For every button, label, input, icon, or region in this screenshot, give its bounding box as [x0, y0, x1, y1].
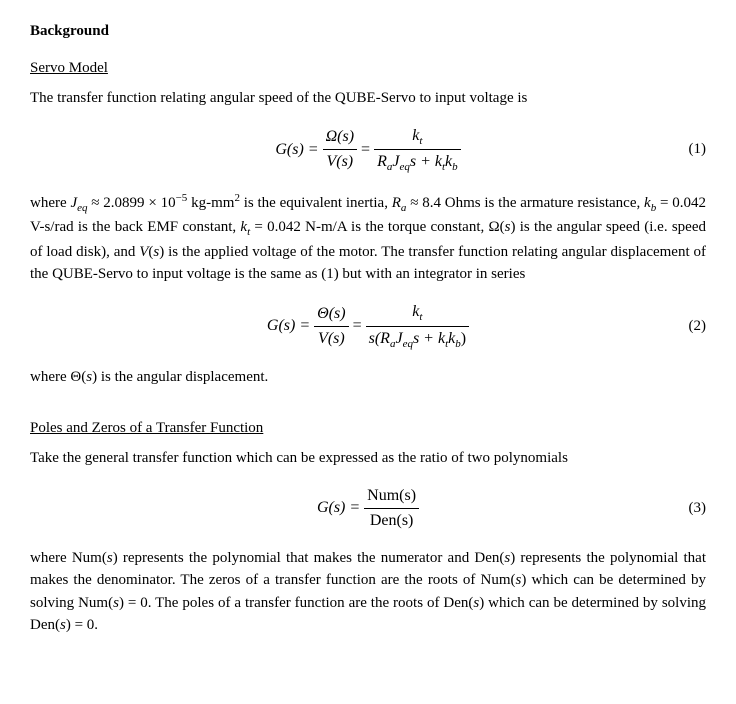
- eq3-lhs: G(s) =: [317, 499, 360, 516]
- heading-background: Background: [30, 20, 706, 43]
- poles-para2: where Num(s) represents the polynomial t…: [30, 547, 706, 637]
- equation-1: G(s) = Ω(s) V(s) = kt RaJeqs + ktkb (1): [30, 124, 706, 176]
- eq1-frac2-den: RaJeqs + ktkb: [374, 150, 461, 176]
- servo-para2: where Jeq ≈ 2.0899 × 10−5 kg-mm2 is the …: [30, 190, 706, 286]
- servo-para3: where Θ(s) is the angular displacement.: [30, 366, 706, 389]
- heading-servo-model: Servo Model: [30, 57, 706, 80]
- equation-1-body: G(s) = Ω(s) V(s) = kt RaJeqs + ktkb: [60, 124, 676, 176]
- equation-2: G(s) = Θ(s) V(s) = kt s(RaJeqs + ktkb) (…: [30, 300, 706, 352]
- eq2-number: (2): [676, 315, 706, 338]
- eq2-frac1-num: Θ(s): [314, 302, 348, 327]
- equation-3-body: G(s) = Num(s) Den(s): [60, 484, 676, 533]
- equation-2-body: G(s) = Θ(s) V(s) = kt s(RaJeqs + ktkb): [60, 300, 676, 352]
- servo-intro-paragraph: The transfer function relating angular s…: [30, 87, 706, 110]
- eq1-frac1-num: Ω(s): [323, 125, 357, 150]
- eq2-lhs: G(s) =: [267, 317, 310, 334]
- eq2-equals: =: [353, 317, 362, 334]
- eq2-frac2-num: kt: [366, 300, 469, 327]
- eq3-frac-den: Den(s): [364, 509, 419, 533]
- eq2-frac2-den: s(RaJeqs + ktkb): [366, 327, 469, 353]
- eq1-number: (1): [676, 138, 706, 161]
- equation-3: G(s) = Num(s) Den(s) (3): [30, 484, 706, 533]
- eq3-frac-num: Num(s): [364, 484, 419, 509]
- poles-intro-paragraph: Take the general transfer function which…: [30, 447, 706, 470]
- eq1-lhs: G(s) =: [275, 140, 318, 157]
- eq1-frac1-den: V(s): [323, 150, 357, 174]
- eq2-frac1-den: V(s): [314, 327, 348, 351]
- heading-poles-zeros: Poles and Zeros of a Transfer Function: [30, 417, 706, 440]
- eq1-equals: =: [361, 140, 370, 157]
- eq1-frac2-num: kt: [374, 124, 461, 151]
- eq3-number: (3): [676, 497, 706, 520]
